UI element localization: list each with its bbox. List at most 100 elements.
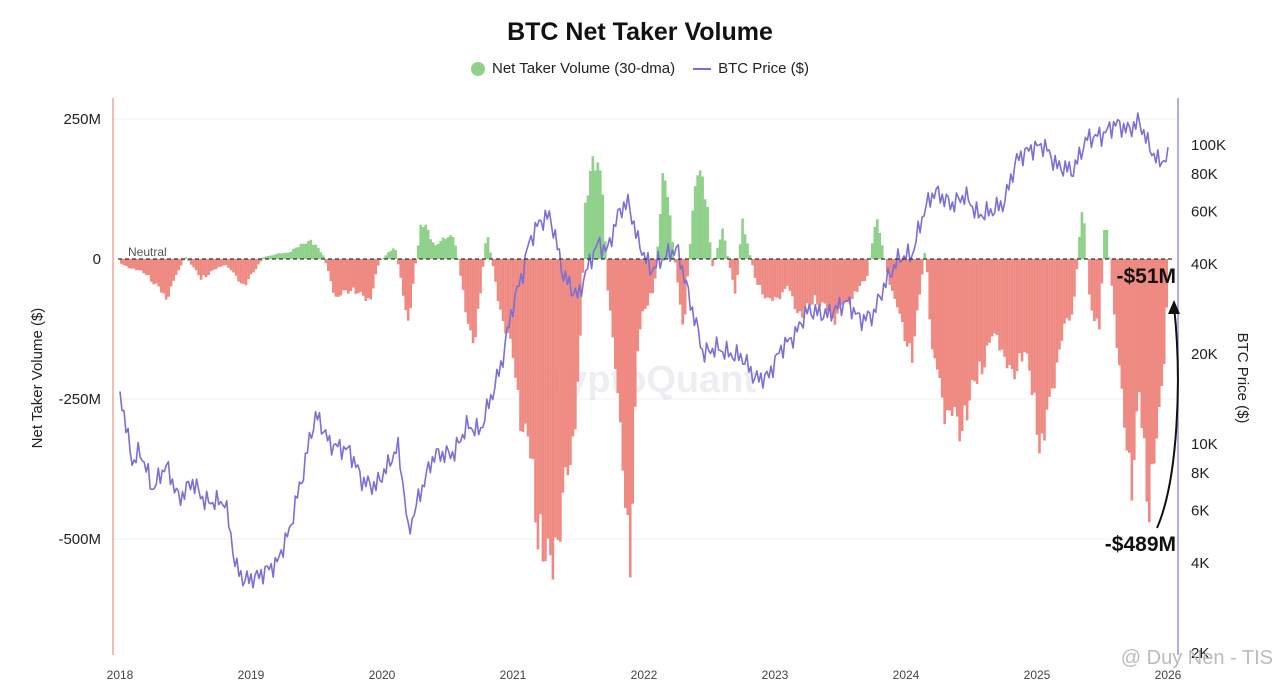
volume-bar bbox=[174, 259, 178, 275]
volume-bar bbox=[861, 259, 864, 282]
volume-bar bbox=[289, 251, 293, 259]
volume-bar bbox=[564, 259, 567, 468]
volume-bar bbox=[469, 259, 472, 331]
right-tick-label: 20K bbox=[1191, 346, 1218, 363]
volume-bar bbox=[137, 259, 141, 271]
volume-bar bbox=[534, 259, 537, 523]
volume-bar bbox=[284, 252, 288, 259]
volume-bar bbox=[561, 259, 565, 493]
volume-bar bbox=[546, 259, 550, 539]
volume-bar bbox=[491, 259, 495, 267]
volume-bar bbox=[858, 259, 862, 286]
volume-bar bbox=[364, 259, 368, 301]
volume-bar bbox=[918, 259, 922, 295]
volume-bar bbox=[836, 259, 839, 314]
volume-bar bbox=[122, 259, 126, 265]
volume-bar bbox=[297, 247, 300, 259]
volume-bar bbox=[304, 243, 308, 259]
legend-item-volume[interactable]: Net Taker Volume (30-dma) bbox=[471, 60, 675, 77]
volume-bar bbox=[758, 259, 762, 285]
volume-bar bbox=[439, 240, 442, 259]
volume-bar bbox=[1135, 259, 1139, 412]
volume-bar bbox=[559, 259, 562, 542]
volume-bar bbox=[344, 259, 348, 291]
volume-bar bbox=[1142, 259, 1146, 439]
volume-bar bbox=[232, 259, 235, 273]
grid bbox=[113, 118, 1178, 540]
volume-bar bbox=[199, 259, 203, 280]
volume-bar bbox=[312, 244, 315, 259]
volume-bar bbox=[584, 202, 587, 259]
volume-bar bbox=[464, 259, 467, 313]
volume-bar bbox=[686, 259, 689, 277]
volume-bar bbox=[237, 259, 240, 282]
volume-bar bbox=[1165, 259, 1169, 308]
volume-bar bbox=[494, 259, 497, 282]
left-axis-ticks: 250M 0 -250M -500M bbox=[58, 111, 101, 548]
volume-bar bbox=[1118, 259, 1121, 366]
volume-bar bbox=[761, 259, 764, 295]
right-tick-label: 80K bbox=[1191, 166, 1218, 183]
volume-bar bbox=[471, 259, 475, 344]
annotation-arrow bbox=[1156, 305, 1179, 529]
volume-bar bbox=[880, 245, 884, 259]
volume-bar bbox=[698, 170, 702, 259]
volume-bar bbox=[549, 259, 552, 556]
volume-bar bbox=[399, 259, 403, 278]
volume-bar bbox=[499, 259, 502, 310]
volume-bar bbox=[404, 259, 408, 311]
volume-bar bbox=[279, 253, 283, 259]
neutral-label: Neutral bbox=[128, 245, 167, 259]
volume-bar bbox=[895, 259, 899, 308]
volume-bar bbox=[1008, 259, 1011, 366]
volume-bar bbox=[349, 259, 353, 292]
volume-bar bbox=[324, 259, 328, 264]
credit-text: @ Duy Nen - TIS bbox=[1121, 647, 1273, 669]
volume-bar bbox=[264, 256, 268, 259]
volume-bar bbox=[267, 255, 270, 259]
volume-bar bbox=[252, 259, 255, 273]
volume-bar bbox=[1010, 259, 1014, 370]
volume-bar bbox=[209, 259, 213, 272]
volume-bar bbox=[514, 259, 517, 378]
volume-bar bbox=[1055, 259, 1059, 363]
volume-bar bbox=[496, 259, 500, 302]
right-axis-ticks: 100K 80K 60K 40K 20K 10K 8K 6K 4K 2K bbox=[1191, 137, 1226, 662]
volume-bar bbox=[1025, 259, 1029, 354]
volume-bar bbox=[162, 259, 165, 294]
volume-bar bbox=[129, 259, 133, 269]
volume-bar bbox=[1015, 259, 1019, 372]
volume-bar bbox=[783, 259, 787, 289]
volume-bar bbox=[187, 259, 190, 261]
legend-item-price[interactable]: BTC Price ($) bbox=[693, 60, 809, 77]
volume-bar bbox=[606, 259, 610, 291]
volume-bar bbox=[369, 259, 373, 300]
volume-bar bbox=[541, 259, 545, 562]
volume-bar bbox=[509, 259, 512, 339]
volume-bar bbox=[381, 257, 385, 259]
volume-bar bbox=[194, 259, 198, 271]
volume-bar bbox=[429, 239, 432, 259]
volume-bar bbox=[179, 259, 183, 266]
volume-bar bbox=[885, 259, 889, 273]
volume-bar bbox=[786, 259, 789, 286]
volume-bar bbox=[609, 259, 612, 311]
volume-bar bbox=[643, 259, 647, 309]
volume-bar bbox=[1113, 259, 1116, 315]
volume-bar bbox=[322, 255, 325, 259]
volume-bar bbox=[139, 259, 143, 271]
volume-bar bbox=[426, 229, 430, 259]
volume-bar bbox=[641, 259, 645, 312]
volume-bar bbox=[1115, 259, 1119, 349]
volume-bar bbox=[863, 259, 867, 281]
volume-bar bbox=[925, 259, 929, 273]
volume-bar bbox=[484, 243, 487, 259]
volume-bar bbox=[329, 259, 333, 282]
volume-bar bbox=[317, 247, 320, 259]
volume-bar bbox=[978, 259, 981, 362]
volume-bar bbox=[816, 259, 819, 305]
volume-bar bbox=[806, 259, 809, 304]
volume-bar bbox=[132, 259, 136, 269]
volume-bar bbox=[1150, 259, 1154, 465]
volume-bar bbox=[873, 226, 877, 259]
